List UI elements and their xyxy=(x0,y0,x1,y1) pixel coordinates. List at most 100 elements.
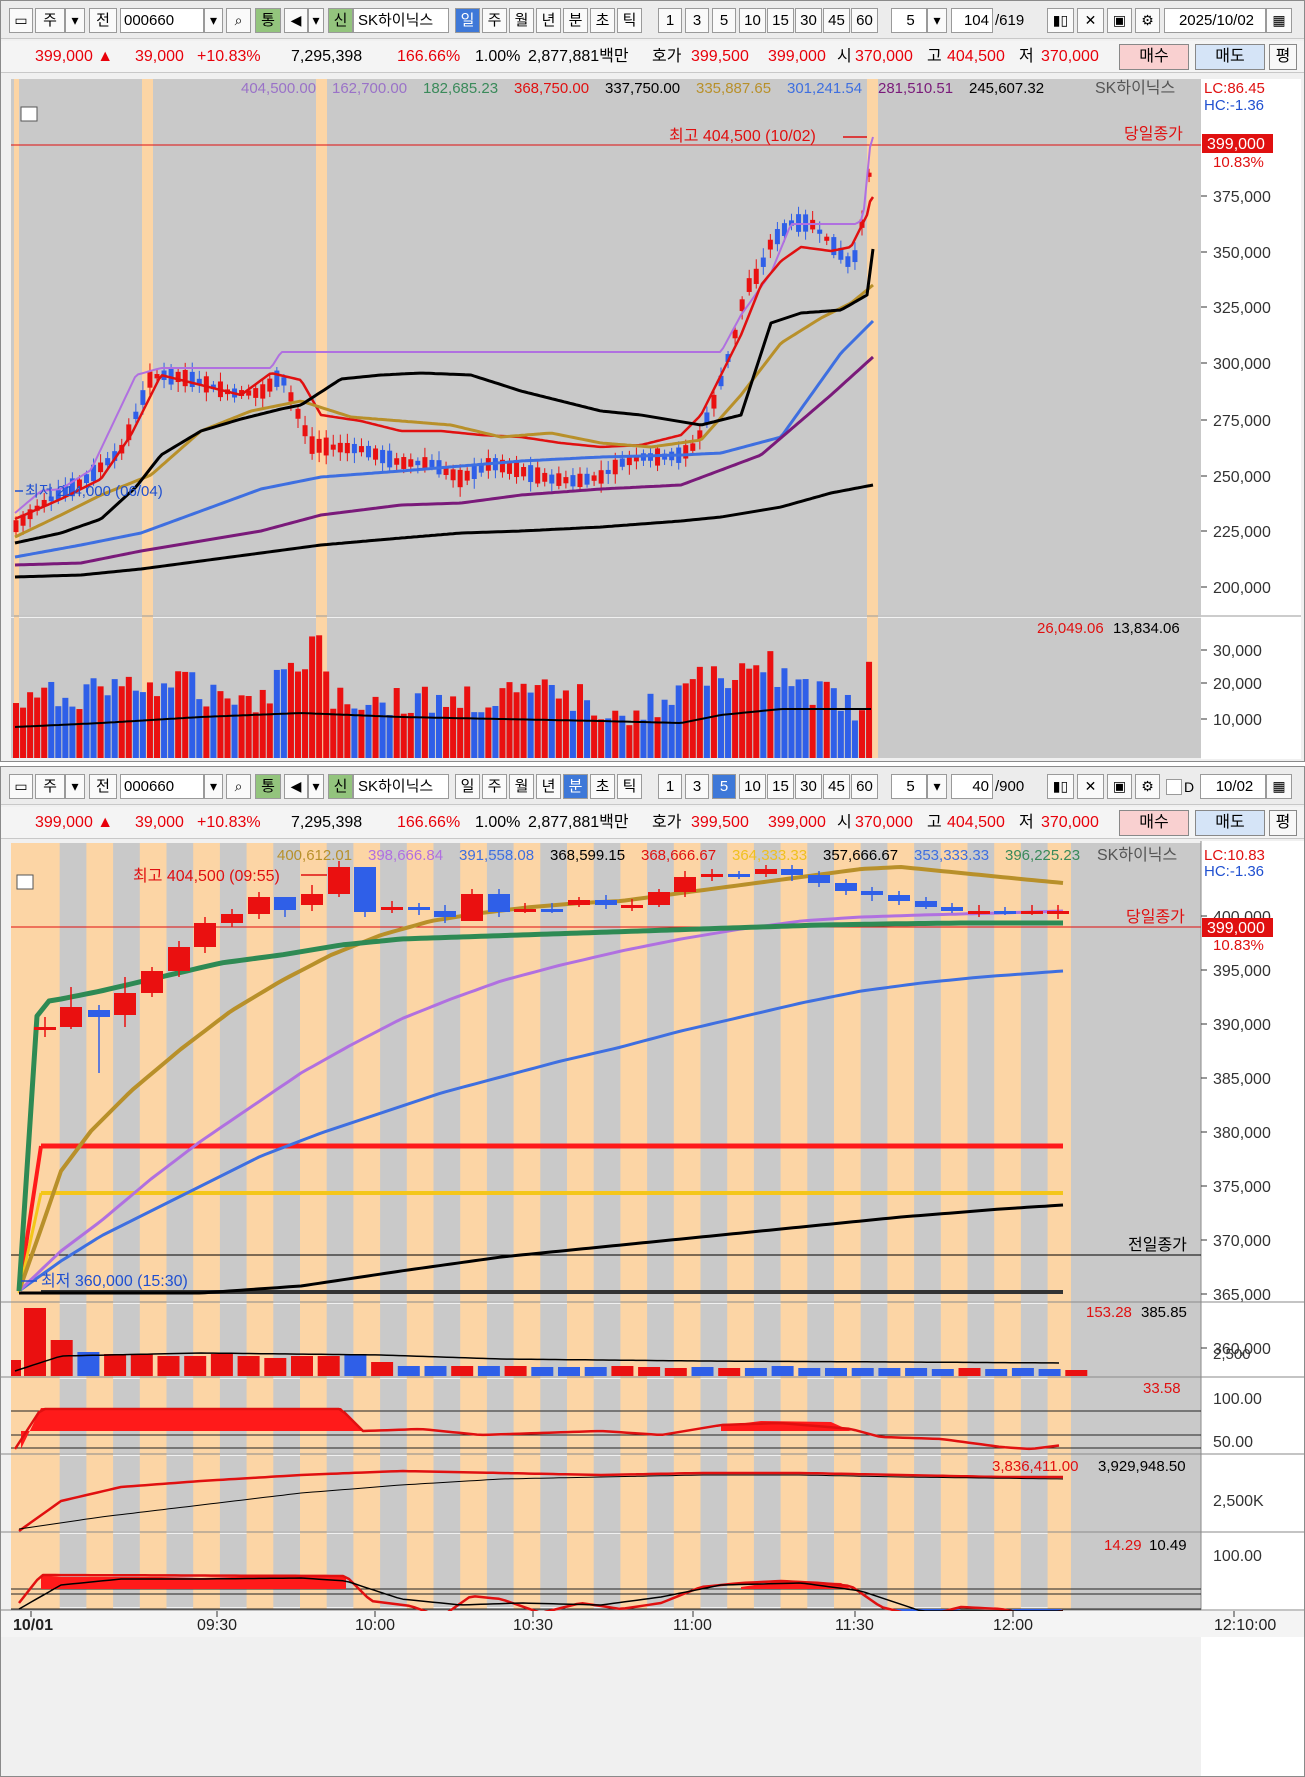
interval-select[interactable]: 5 xyxy=(891,8,927,33)
period-tab-2[interactable]: 월 xyxy=(509,8,534,33)
time-band xyxy=(994,843,1021,1609)
search-icon[interactable]: ⌕ xyxy=(226,774,251,799)
window-icon[interactable]: ▭ xyxy=(9,8,33,33)
volume-bar xyxy=(844,694,851,758)
stock-type-select[interactable]: 주 xyxy=(35,8,65,33)
candle-type-icon[interactable]: ▮▯ xyxy=(1047,8,1074,33)
chevron-down-icon[interactable]: ▾ xyxy=(65,774,85,799)
tong-button[interactable]: 통 xyxy=(255,774,281,799)
period-tab-3[interactable]: 년 xyxy=(536,774,561,799)
minute-chart-svg[interactable]: 400,612.01 398,666.84 391,558.08 368,599.15… xyxy=(1,841,1304,1776)
ma-line-highest xyxy=(14,136,874,514)
date-input[interactable]: 10/02 xyxy=(1200,774,1266,799)
interval-button-3[interactable]: 3 xyxy=(685,8,709,33)
sin-button[interactable]: 신 xyxy=(328,774,353,799)
low-price-note: 최저 214,000 (06/04) xyxy=(25,483,163,500)
period-tab-5[interactable]: 초 xyxy=(590,774,615,799)
stock-type-select[interactable]: 주 xyxy=(35,774,65,799)
calendar-icon[interactable]: ▦ xyxy=(1266,774,1292,799)
stock-code-input[interactable]: 000660 xyxy=(120,8,204,33)
interval-button-30[interactable]: 30 xyxy=(795,8,822,33)
stock-code-input[interactable]: 000660 xyxy=(120,774,204,799)
candle-body xyxy=(711,394,717,409)
crosshair-icon[interactable]: ✕ xyxy=(1077,8,1104,33)
ind1-value: 33.58 xyxy=(1143,1380,1181,1397)
chevron-down-icon[interactable]: ▾ xyxy=(308,8,324,33)
interval-button-15[interactable]: 15 xyxy=(767,774,794,799)
stock-name-field[interactable]: SK하이닉스 xyxy=(353,774,449,799)
interval-button-60[interactable]: 60 xyxy=(851,774,878,799)
candle-body xyxy=(568,900,590,905)
search-icon[interactable]: ⌕ xyxy=(226,8,251,33)
volume-ma-line xyxy=(14,708,871,728)
interval-button-30[interactable]: 30 xyxy=(795,774,822,799)
interval-select[interactable]: 5 xyxy=(891,774,927,799)
daily-chart-svg[interactable]: 404,500.00 162,700.00 182,685.23 368,750.00… xyxy=(1,75,1304,761)
interval-button-1[interactable]: 1 xyxy=(658,8,682,33)
count-input[interactable]: 40 xyxy=(951,774,993,799)
volume-bar xyxy=(795,679,802,758)
sell-button[interactable]: 매도 xyxy=(1195,44,1265,70)
period-tab-0[interactable]: 일 xyxy=(455,8,480,33)
period-tab-6[interactable]: 틱 xyxy=(617,774,642,799)
sell-button[interactable]: 매도 xyxy=(1195,810,1265,836)
candle-body xyxy=(246,390,252,396)
stock-name-field[interactable]: SK하이닉스 xyxy=(353,8,449,33)
interval-button-10[interactable]: 10 xyxy=(739,774,766,799)
chevron-down-icon[interactable]: ▾ xyxy=(927,8,947,33)
buy-button[interactable]: 매수 xyxy=(1119,44,1189,70)
chevron-down-icon[interactable]: ▾ xyxy=(308,774,324,799)
save-icon[interactable]: ▣ xyxy=(1107,8,1132,33)
interval-button-5[interactable]: 5 xyxy=(712,8,736,33)
interval-button-5[interactable]: 5 xyxy=(712,774,736,799)
interval-button-15[interactable]: 15 xyxy=(767,8,794,33)
speaker-icon[interactable]: ◀ xyxy=(284,8,308,33)
date-input[interactable]: 2025/10/02 xyxy=(1164,8,1266,33)
candle-body xyxy=(507,461,512,474)
period-tab-4[interactable]: 분 xyxy=(563,8,588,33)
prev-button[interactable]: 전 xyxy=(89,8,117,33)
period-tab-3[interactable]: 년 xyxy=(536,8,561,33)
candle-type-icon[interactable]: ▮▯ xyxy=(1047,774,1074,799)
count-input[interactable]: 104 xyxy=(951,8,993,33)
interval-button-10[interactable]: 10 xyxy=(739,8,766,33)
crosshair-icon[interactable]: ✕ xyxy=(1077,774,1104,799)
period-tab-1[interactable]: 주 xyxy=(482,774,507,799)
sin-button[interactable]: 신 xyxy=(328,8,353,33)
candle-body xyxy=(725,354,731,363)
day-checkbox[interactable] xyxy=(1166,779,1182,795)
avg-button[interactable]: 평 xyxy=(1269,810,1297,836)
interval-button-3[interactable]: 3 xyxy=(685,774,709,799)
interval-button-45[interactable]: 45 xyxy=(823,8,850,33)
interval-button-60[interactable]: 60 xyxy=(851,8,878,33)
chevron-down-icon[interactable]: ▾ xyxy=(927,774,947,799)
period-tab-4[interactable]: 분 xyxy=(563,774,588,799)
calendar-icon[interactable]: ▦ xyxy=(1266,8,1292,33)
avg-button[interactable]: 평 xyxy=(1269,44,1297,70)
interval-button-1[interactable]: 1 xyxy=(658,774,682,799)
interval-button-45[interactable]: 45 xyxy=(823,774,850,799)
period-tab-5[interactable]: 초 xyxy=(590,8,615,33)
chevron-down-icon[interactable]: ▾ xyxy=(204,8,223,33)
period-tab-0[interactable]: 일 xyxy=(455,774,480,799)
buy-button[interactable]: 매수 xyxy=(1119,810,1189,836)
price-change: 39,000 xyxy=(135,814,184,831)
period-tab-2[interactable]: 월 xyxy=(509,774,534,799)
ma-legend-value-0: 404,500.00 xyxy=(241,80,316,97)
period-tab-6[interactable]: 틱 xyxy=(617,8,642,33)
save-icon[interactable]: ▣ xyxy=(1107,774,1132,799)
volume-bar xyxy=(654,717,661,758)
volume-bar xyxy=(633,710,640,758)
prev-button[interactable]: 전 xyxy=(89,774,117,799)
speaker-icon[interactable]: ◀ xyxy=(284,774,308,799)
chevron-down-icon[interactable]: ▾ xyxy=(65,8,85,33)
volume-bar xyxy=(1038,1369,1061,1376)
window-icon[interactable]: ▭ xyxy=(9,774,33,799)
tong-button[interactable]: 통 xyxy=(255,8,281,33)
period-tab-1[interactable]: 주 xyxy=(482,8,507,33)
chevron-down-icon[interactable]: ▾ xyxy=(204,774,223,799)
gear-icon[interactable]: ⚙ xyxy=(1135,8,1160,33)
candle-body xyxy=(60,1007,82,1027)
gear-icon[interactable]: ⚙ xyxy=(1135,774,1160,799)
volume-bar xyxy=(675,685,682,758)
